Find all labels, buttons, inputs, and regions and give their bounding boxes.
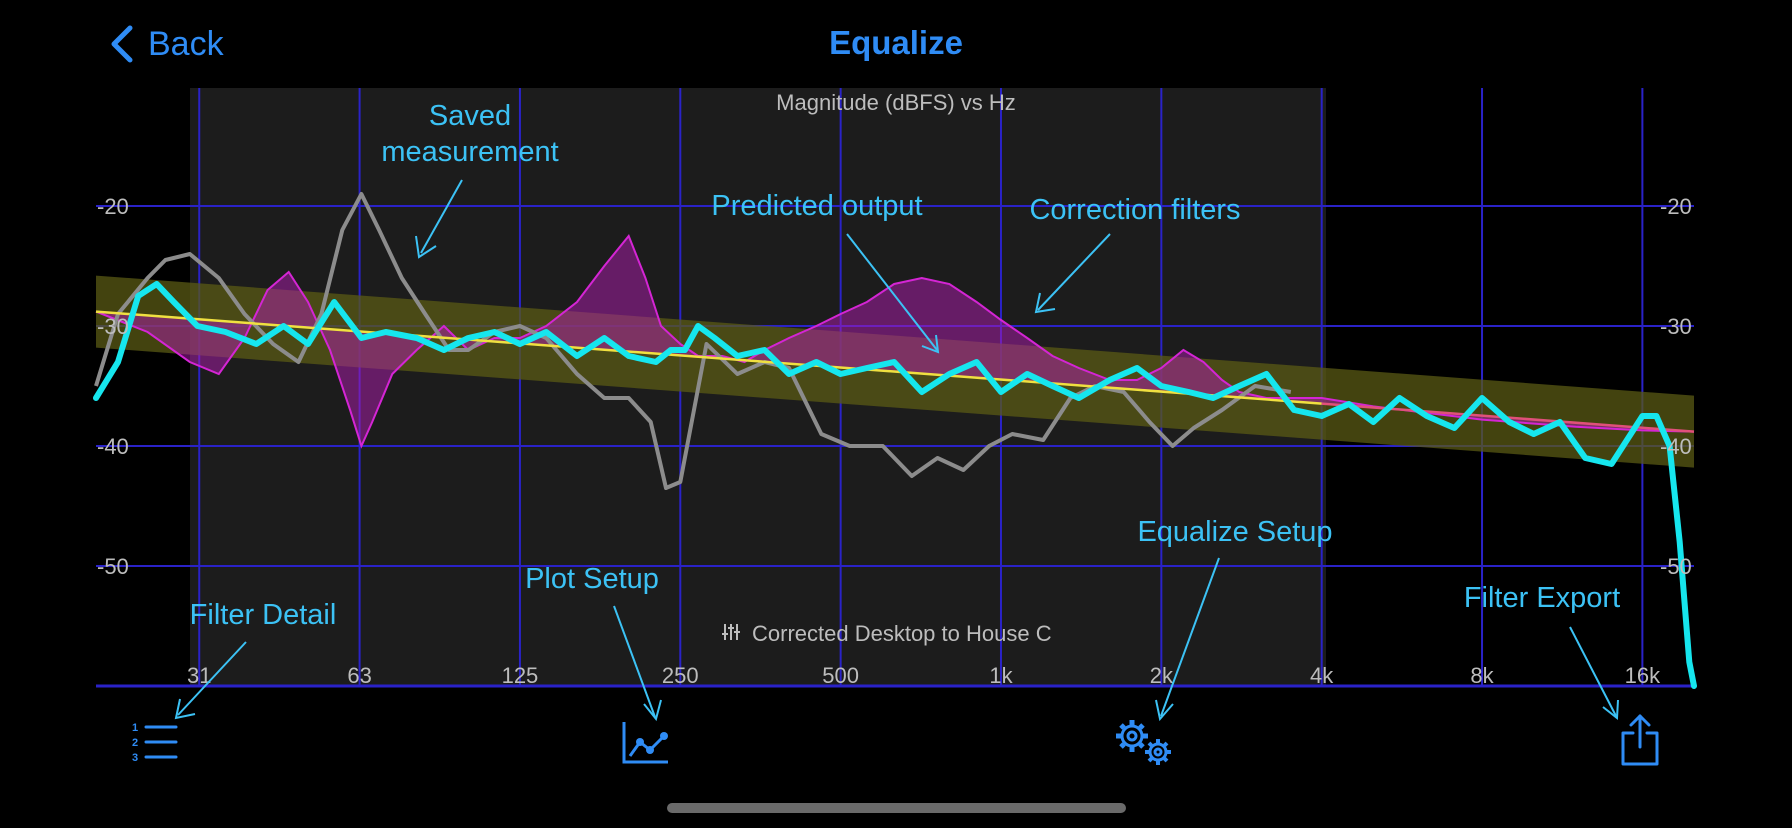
svg-text:1: 1	[132, 722, 138, 734]
svg-text:3: 3	[132, 752, 138, 764]
sliders-icon	[722, 624, 740, 640]
plot-subtitle: Corrected Desktop to House C	[752, 621, 1052, 646]
annotation-predicted: Predicted output	[711, 190, 922, 222]
y-tick-label-right: -50	[1660, 554, 1692, 579]
y-axis-right-labels: -20 -30 -40 -50	[1660, 194, 1692, 579]
page-title: Equalize	[829, 24, 963, 61]
y-tick-label-right: -20	[1660, 194, 1692, 219]
plot-setup-button[interactable]	[620, 720, 670, 771]
annotation-equalize-setup: Equalize Setup	[1137, 516, 1332, 548]
x-tick-label: 250	[662, 663, 699, 688]
x-tick-label: 16k	[1625, 663, 1661, 688]
arrow-equalize-setup	[1155, 557, 1220, 722]
predicted-output-line	[93, 281, 1697, 689]
x-tick-label: 125	[502, 663, 539, 688]
x-tick-label: 63	[347, 663, 371, 688]
annotation-arrows	[174, 179, 1619, 722]
y-axis-left-labels: -20 -30 -40 -50	[97, 194, 129, 579]
annotation-correction: Correction filters	[1029, 194, 1240, 226]
back-button[interactable]: Back	[110, 20, 224, 68]
arrow-filter-export	[1569, 626, 1619, 720]
y-tick-label-right: -40	[1660, 434, 1692, 459]
annotation-filter-detail: Filter Detail	[190, 599, 337, 631]
annotation-saved-line2: measurement	[381, 136, 558, 168]
annotation-layer: Saved measurement Predicted output Corre…	[190, 100, 1620, 631]
y-tick-label-right: -30	[1660, 314, 1692, 339]
filter-export-button[interactable]	[1620, 713, 1660, 772]
plot-subtitle-group: Corrected Desktop to House C	[722, 621, 1052, 646]
annotation-filter-export: Filter Export	[1464, 582, 1620, 614]
correction-filters-fill	[96, 236, 1694, 446]
x-tick-label: 500	[822, 663, 859, 688]
share-icon	[1621, 714, 1659, 766]
navigation-bar: Back Equalize	[0, 0, 1792, 88]
home-indicator	[667, 803, 1126, 813]
filter-detail-button[interactable]: 1 2 3	[130, 720, 180, 769]
svg-text:2: 2	[132, 737, 138, 749]
annotation-saved-line1: Saved	[429, 100, 511, 132]
equalize-setup-button[interactable]	[1113, 717, 1175, 772]
back-label: Back	[148, 24, 224, 63]
y-tick-label-left: -20	[97, 194, 129, 219]
arrow-correction	[1034, 233, 1111, 314]
arrow-plot-setup	[613, 605, 662, 722]
x-axis-labels: 31 63 125 250 500 1k 2k 4k 8k 16k	[187, 663, 1661, 688]
correction-filters-line	[95, 234, 1695, 449]
chevron-left-icon	[111, 25, 133, 63]
annotation-plot-setup: Plot Setup	[525, 563, 659, 595]
x-tick-label: 1k	[989, 663, 1013, 688]
chart-icon	[622, 722, 668, 764]
plot-title: Magnitude (dBFS) vs Hz	[776, 90, 1016, 115]
target-line	[95, 310, 1322, 405]
x-tick-label: 8k	[1470, 663, 1494, 688]
arrow-saved	[415, 179, 463, 259]
y-tick-label-left: -30	[97, 314, 129, 339]
arrow-predicted	[846, 233, 940, 354]
y-tick-label-left: -40	[97, 434, 129, 459]
x-tick-label: 4k	[1310, 663, 1334, 688]
numbered-list-icon: 1 2 3	[132, 722, 178, 764]
gears-icon	[1116, 720, 1171, 765]
y-tick-label-left: -50	[97, 554, 129, 579]
arrow-filter-detail	[174, 641, 247, 720]
x-tick-label: 2k	[1150, 663, 1174, 688]
